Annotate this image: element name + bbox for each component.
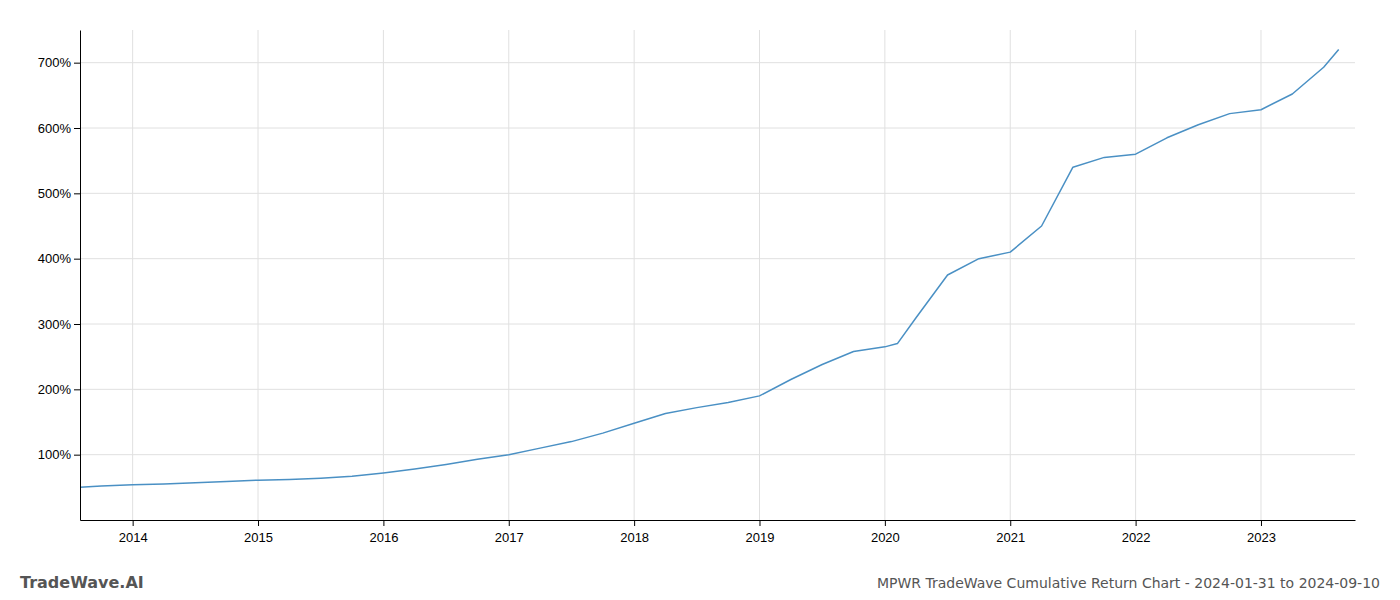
grid-line-y bbox=[80, 62, 1355, 63]
x-tick-mark bbox=[258, 520, 259, 526]
x-tick-label: 2023 bbox=[1247, 530, 1276, 545]
y-tick-mark bbox=[74, 455, 80, 456]
x-tick-mark bbox=[383, 520, 384, 526]
x-tick: 2021 bbox=[996, 520, 1025, 545]
grid-line-y bbox=[80, 454, 1355, 455]
y-tick-mark bbox=[74, 324, 80, 325]
x-tick-label: 2017 bbox=[495, 530, 524, 545]
y-tick: 100% bbox=[38, 447, 80, 462]
x-axis-line bbox=[81, 520, 1356, 521]
grid-line-x bbox=[634, 30, 635, 520]
grid-line-x bbox=[258, 30, 259, 520]
x-tick-label: 2016 bbox=[369, 530, 398, 545]
grid-line-y bbox=[80, 258, 1355, 259]
grid-line-x bbox=[508, 30, 509, 520]
plot: 2014 2015 2016 2017 2018 2019 2020 2021 2022 2023… bbox=[38, 30, 1356, 545]
x-tick-label: 2015 bbox=[244, 530, 273, 545]
y-axis: 100% 200% 300% 400% 500% 600% 700% bbox=[38, 31, 81, 521]
y-tick-label: 100% bbox=[38, 447, 72, 462]
y-tick: 400% bbox=[38, 251, 80, 266]
annotation: TradeWave.AI bbox=[20, 573, 144, 592]
y-tick: 200% bbox=[38, 382, 80, 397]
grid-line-y bbox=[80, 128, 1355, 129]
title: MPWR TradeWave Cumulative Return Chart -… bbox=[877, 575, 1380, 591]
y-tick-mark bbox=[74, 193, 80, 194]
x-tick: 2023 bbox=[1247, 520, 1276, 545]
y-axis-line bbox=[80, 31, 81, 521]
x-tick-label: 2018 bbox=[620, 530, 649, 545]
y-tick: 500% bbox=[38, 186, 80, 201]
x-tick-mark bbox=[1136, 520, 1137, 526]
y-tick-label: 200% bbox=[38, 382, 72, 397]
x-tick-mark bbox=[509, 520, 510, 526]
x-tick-label: 2019 bbox=[746, 530, 775, 545]
y-tick-label: 700% bbox=[38, 55, 72, 70]
x-tick: 2015 bbox=[244, 520, 273, 545]
grid-line-x bbox=[1010, 30, 1011, 520]
x-tick: 2022 bbox=[1122, 520, 1151, 545]
grid-line-y bbox=[80, 324, 1355, 325]
y-tick-label: 300% bbox=[38, 317, 72, 332]
x-tick: 2020 bbox=[871, 520, 900, 545]
grid-line-x bbox=[884, 30, 885, 520]
y-tick-label: 500% bbox=[38, 186, 72, 201]
x-tick: 2019 bbox=[746, 520, 775, 545]
grid-line-x bbox=[1260, 30, 1261, 520]
x-tick-mark bbox=[1261, 520, 1262, 526]
grid-line-x bbox=[383, 30, 384, 520]
y-tick: 700% bbox=[38, 55, 80, 70]
y-tick-label: 600% bbox=[38, 121, 72, 136]
y-tick-mark bbox=[74, 259, 80, 260]
x-tick: 2018 bbox=[620, 520, 649, 545]
marks bbox=[80, 50, 1339, 488]
y-tick: 300% bbox=[38, 317, 80, 332]
x-tick-label: 2014 bbox=[119, 530, 148, 545]
x-tick-mark bbox=[759, 520, 760, 526]
grid-line-x bbox=[132, 30, 133, 520]
y-tick-mark bbox=[74, 63, 80, 64]
y-tick: 600% bbox=[38, 121, 80, 136]
x-tick-mark bbox=[1010, 520, 1011, 526]
grid-line-x bbox=[1135, 30, 1136, 520]
line bbox=[80, 50, 1339, 488]
y-tick-mark bbox=[74, 128, 80, 129]
x-tick: 2014 bbox=[119, 520, 148, 545]
x-tick: 2016 bbox=[369, 520, 398, 545]
x-tick-mark bbox=[634, 520, 635, 526]
grid-line-y bbox=[80, 389, 1355, 390]
x-tick-label: 2022 bbox=[1122, 530, 1151, 545]
grid bbox=[80, 30, 1355, 520]
x-tick-label: 2020 bbox=[871, 530, 900, 545]
x-axis: 2014 2015 2016 2017 2018 2019 2020 2021 2022 2023 bbox=[81, 520, 1356, 545]
x-tick-label: 2021 bbox=[996, 530, 1025, 545]
y-tick-mark bbox=[74, 389, 80, 390]
y-tick-label: 400% bbox=[38, 251, 72, 266]
x-tick: 2017 bbox=[495, 520, 524, 545]
grid-line-y bbox=[80, 193, 1355, 194]
grid-line-x bbox=[759, 30, 760, 520]
chart: 2014 2015 2016 2017 2018 2019 2020 2021 2022 2023… bbox=[0, 0, 1400, 600]
x-tick-mark bbox=[133, 520, 134, 526]
x-tick-mark bbox=[885, 520, 886, 526]
